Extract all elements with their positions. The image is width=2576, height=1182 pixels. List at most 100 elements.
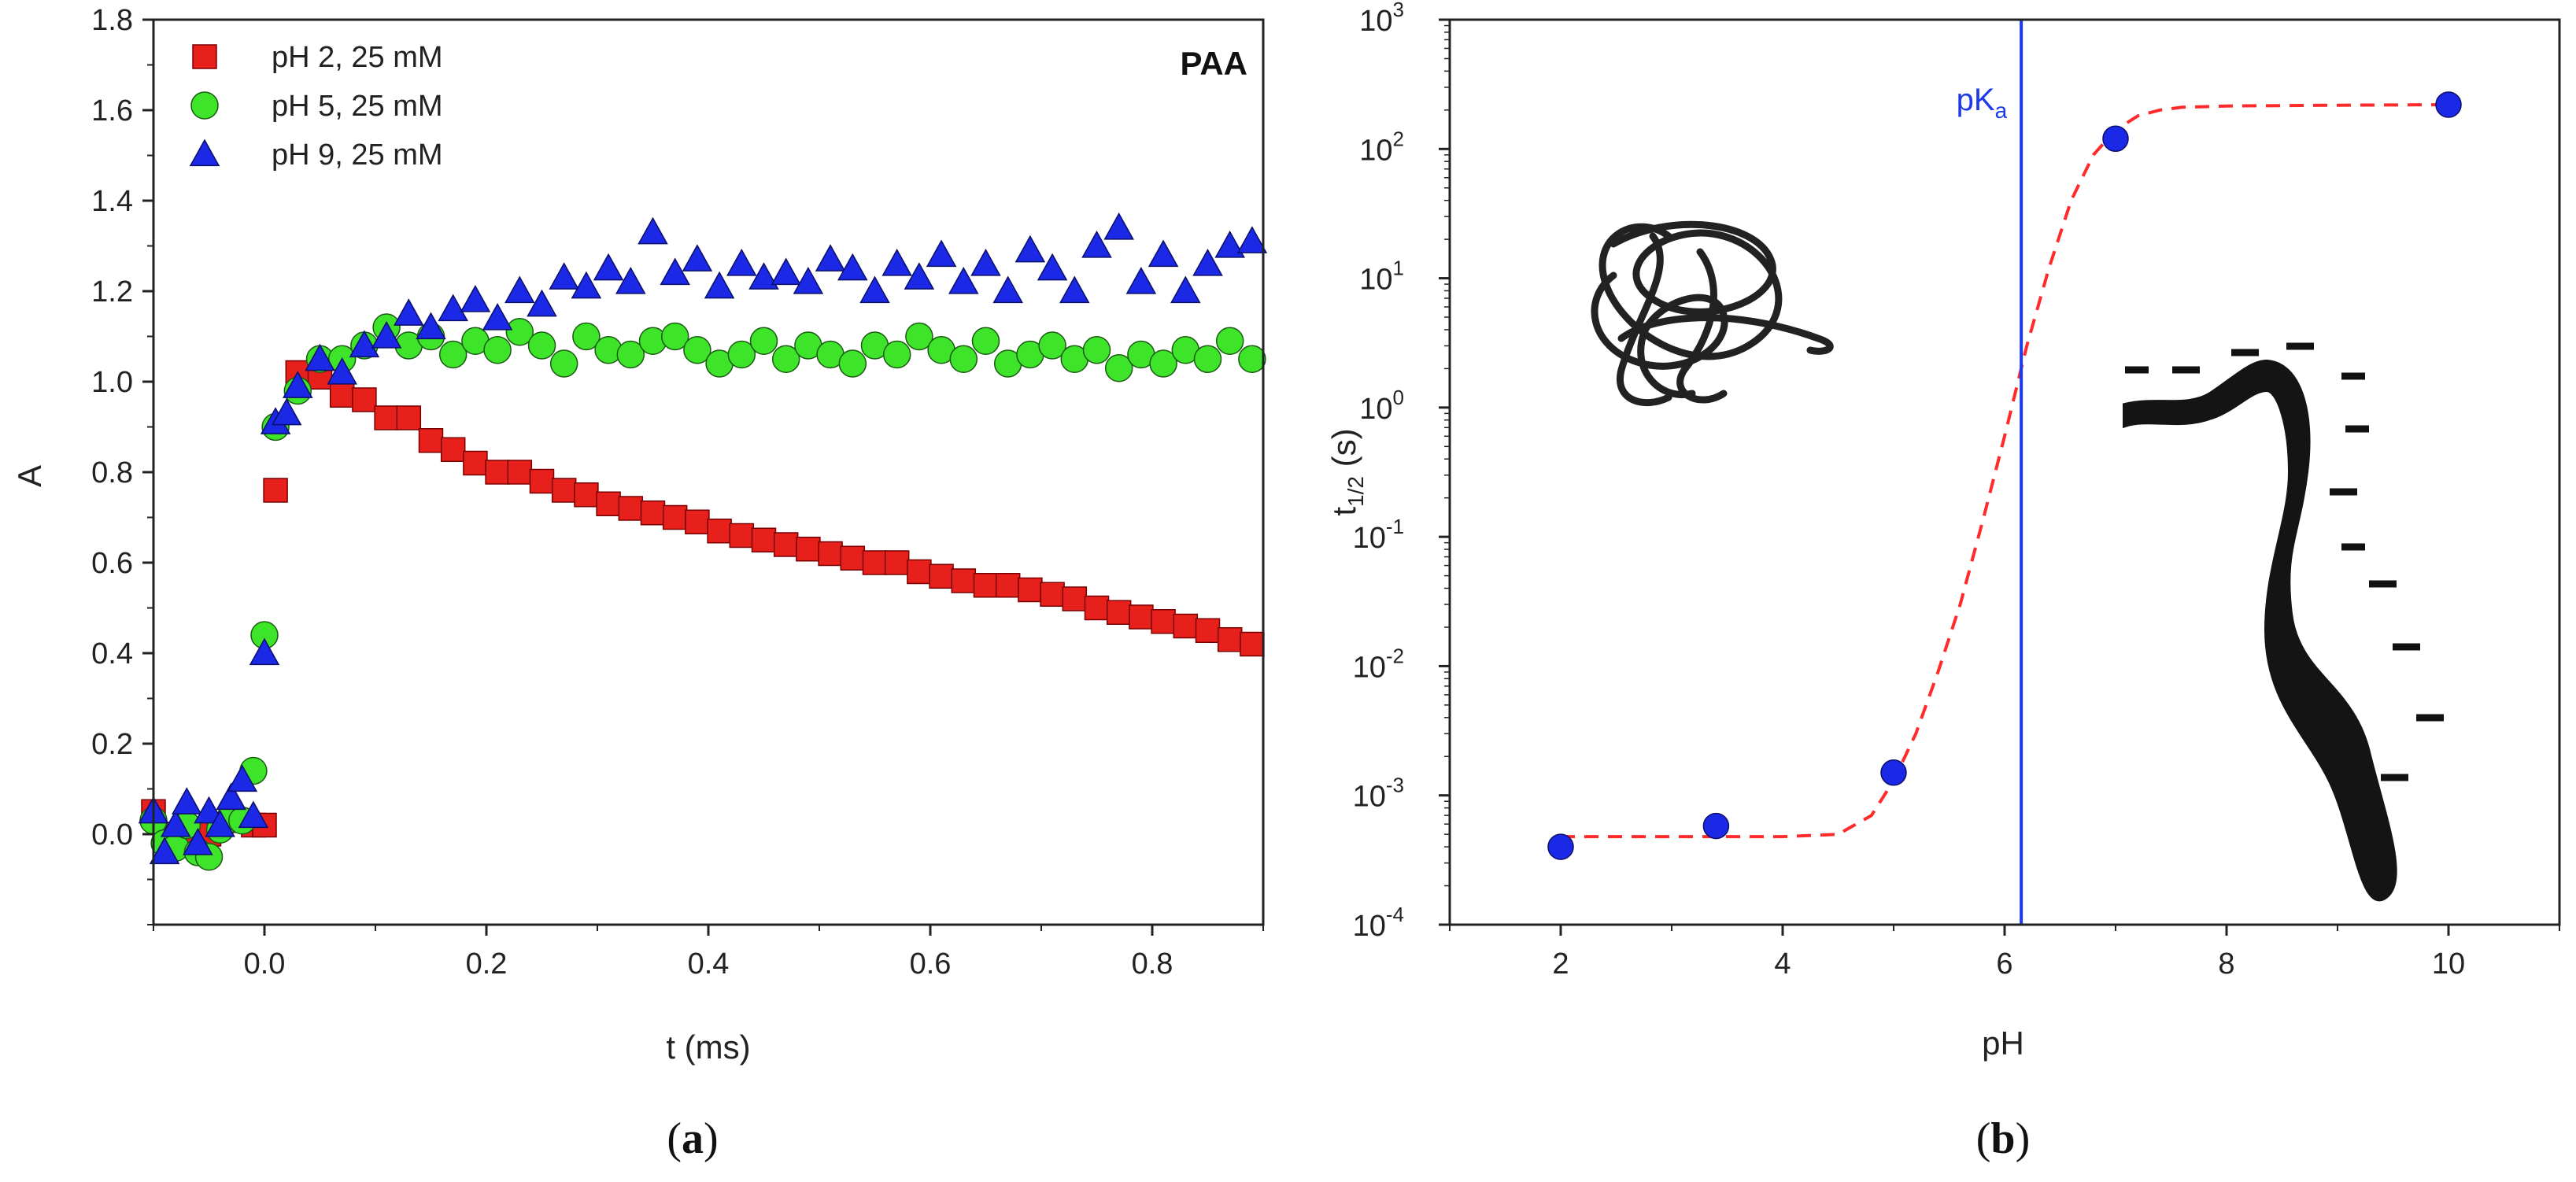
legend-marker-triangle (189, 139, 220, 167)
panel-a-series2-point (771, 257, 801, 286)
panel-b-x-tick-label: 10 (2432, 947, 2465, 981)
panel-a-series2-point (460, 284, 491, 312)
panel-a-series2-point (1170, 275, 1201, 304)
panel-a-series0-point (574, 482, 599, 508)
panel-a-series2-point (904, 262, 935, 290)
panel-a-series1-point (905, 322, 933, 351)
panel-a-y-ticks: 0.0 0.2 0.4 0.6 0.8 1.0 1.2 1.4 1.6 1.8 (91, 4, 153, 925)
panel-a-series2-point (593, 253, 624, 281)
panel-b-x-tick-label: 4 (1774, 947, 1791, 981)
panel-a-series0-point (463, 450, 488, 476)
panel-b-frame (1448, 18, 2561, 926)
legend-label: pH 2, 25 mM (272, 41, 443, 74)
panel-b-y-tick-base: 10 (1359, 5, 1392, 38)
panel-b-y-tick-label: 10-4 (1353, 903, 1404, 943)
panel-a-tag: (a) (667, 1114, 718, 1163)
panel-a-series1-point (1149, 349, 1177, 378)
panel-a-series2-point (527, 289, 557, 317)
panel-a-series0-point (1240, 631, 1265, 657)
panel-a-series2-point (438, 294, 468, 322)
panel-b-x-tick-label: 2 (1552, 947, 1569, 981)
panel-a-series2-point (349, 330, 380, 358)
panel-a-series0-point (396, 405, 422, 430)
panel-a-series1-point (749, 327, 778, 355)
panel-a-series2-point (992, 275, 1023, 304)
panel-a-series2-point (948, 266, 979, 294)
panel-a-series1-point (1193, 345, 1222, 373)
panel-a-series2-point (238, 800, 269, 829)
panel-b-y-axis-label: t1/2 (s) (1325, 428, 1368, 515)
panel-a-series1-point (438, 340, 468, 369)
panel-a-series2-point (283, 371, 313, 398)
panel-a-series1-point (483, 336, 512, 364)
panel-a-series0-point (418, 428, 444, 453)
panel-a-series0-point (352, 387, 377, 412)
panel-a-series1-point (683, 336, 711, 364)
panel-a-series0-point (374, 405, 399, 430)
panel-a-series1-point (572, 322, 601, 351)
panel-a-x-tick-label: 0.6 (910, 947, 952, 981)
panel-a-x-tick-label: 0.8 (1132, 947, 1173, 981)
panel-a-series2-point (371, 320, 402, 349)
panel-a-series0-point (929, 563, 954, 589)
panel-a-series2-point (160, 809, 191, 837)
panel-b-series-layer: pKa (1547, 20, 2462, 925)
panel-a-series1-point (949, 345, 978, 373)
panel-a-series1-point (771, 345, 800, 373)
panel-a-series2-point (227, 764, 258, 792)
panel-a-series0-point (1106, 600, 1132, 625)
panel-a-y-axis-label: A (11, 465, 48, 487)
panel-b-y-tick-base: 10 (1359, 134, 1392, 167)
panel-a-series2-point (1125, 266, 1157, 294)
measured-point (1880, 759, 1907, 786)
panel-a-series2-point (327, 356, 357, 385)
panel-a-series1-point (616, 340, 645, 369)
panel-b-tag: (b) (1976, 1114, 2030, 1163)
legend-label: pH 9, 25 mM (272, 139, 443, 172)
panel-a-series2-point (837, 253, 868, 281)
panel-a-series2-point (305, 343, 335, 371)
pka-label-main: pK (1957, 83, 1995, 117)
panel-a-series2-point (1148, 239, 1179, 268)
panel-a-y-tick-label: 0.8 (91, 456, 133, 489)
panel-a-series1-point (549, 349, 578, 378)
panel-b-y-tick-exp: -4 (1386, 903, 1404, 926)
panel-b-y-tick-base: 10 (1353, 651, 1386, 684)
panel-a-series0-point (773, 532, 799, 557)
panel-a-y-tick-label: 1.8 (91, 4, 133, 37)
panel-a-series0-point (529, 468, 555, 494)
panel-a-series2-point (1236, 226, 1268, 253)
measured-point (1547, 833, 1574, 860)
panel-a-series2-point (881, 248, 912, 276)
panel-a-series0-point (729, 523, 755, 549)
panel-a-series2-point (1015, 235, 1046, 263)
panel-b-y-tick-label: 10-3 (1353, 774, 1404, 814)
panel-a-y-tick-label: 0.6 (91, 547, 133, 580)
panel-b-y-tick-exp: 3 (1393, 0, 1404, 21)
panel-a-series0-point (1040, 582, 1065, 607)
panel-a-x-tick-label: 0.4 (688, 947, 730, 981)
panel-a-series0-point (1129, 604, 1154, 630)
panel-b-y-tick-base: 10 (1353, 910, 1386, 943)
panel-a-series2-point (793, 266, 824, 294)
panel-a-series2-point (571, 271, 602, 299)
panel-a-series0-point (662, 504, 688, 530)
panel-a-series1-point (971, 327, 1000, 355)
panel-b-y-tick-exp: 2 (1393, 127, 1404, 150)
panel-b-y-tick-exp: 1 (1393, 257, 1404, 280)
panel-b-y-tick-base: 10 (1359, 393, 1392, 426)
panel-a-series0-point (707, 519, 732, 544)
extended-polymer-drawing (2123, 342, 2444, 902)
panel-b-tag-letter: b (1990, 1114, 2015, 1163)
panel-b-y-label-main: t (1325, 507, 1362, 516)
pka-label: pKa (1957, 83, 2008, 123)
panel-b-x-ticks: 2 4 6 8 10 (1449, 925, 2560, 981)
panel-a-series2-point (504, 275, 535, 304)
panel-a-series0-point (329, 382, 355, 408)
panel-a-series2-point (859, 275, 890, 304)
panel-a-y-tick-label: 1.6 (91, 94, 133, 127)
panel-a-series0-point (973, 573, 999, 598)
panel-a-series0-point (1173, 613, 1199, 639)
panel-a-y-tick-label: 0.2 (91, 728, 133, 761)
